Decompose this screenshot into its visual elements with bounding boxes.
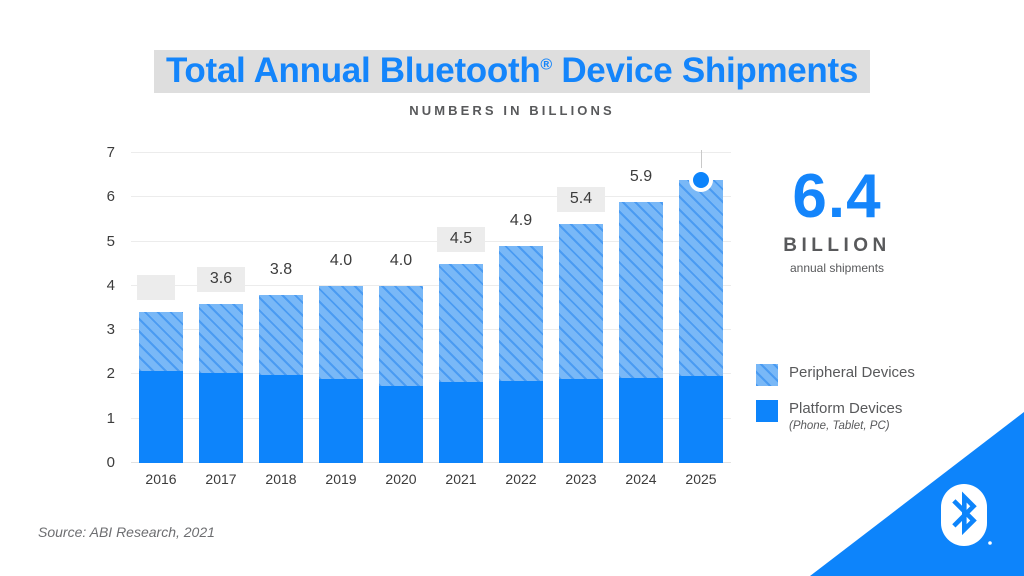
- bar-segment-peripheral[interactable]: [559, 223, 603, 380]
- x-axis-label-2019: 2019: [325, 471, 357, 487]
- value-label-2023: 5.4: [557, 186, 605, 212]
- callout-subtitle: annual shipments: [789, 260, 885, 275]
- value-label-2022: 4.9: [509, 212, 533, 229]
- x-axis-label-2025: 2025: [685, 471, 717, 487]
- bar-segment-peripheral[interactable]: [499, 246, 543, 382]
- bar-2016[interactable]: [139, 312, 183, 463]
- y-axis-tick-label: 3: [106, 321, 115, 339]
- bar-2024[interactable]: [619, 201, 663, 463]
- title-highlight-band: Total Annual Bluetooth® Device Shipments: [153, 50, 871, 93]
- bar-segment-platform[interactable]: [619, 377, 663, 463]
- value-label-2018: 3.8: [269, 260, 293, 278]
- y-axis-tick-label: 2: [106, 365, 115, 383]
- bar-segment-platform[interactable]: [379, 386, 423, 463]
- source-note: Source: ABI Research, 2021: [38, 524, 215, 540]
- bar-2017[interactable]: [199, 303, 243, 463]
- callout-unit: BILLION: [783, 234, 891, 256]
- callout-block: 6.4 BILLION annual shipments: [752, 162, 922, 275]
- gridline-1: [131, 417, 731, 419]
- value-label-2021: 4.5: [437, 226, 485, 252]
- bar-segment-peripheral[interactable]: [439, 263, 483, 382]
- x-axis-label-2016: 2016: [145, 471, 177, 487]
- x-axis-label-2020: 2020: [385, 471, 417, 487]
- y-axis-tick-label: 1: [106, 409, 115, 427]
- value-label-2016: [137, 275, 175, 301]
- bar-2019[interactable]: [319, 285, 363, 463]
- bar-segment-peripheral[interactable]: [619, 201, 663, 378]
- bar-2018[interactable]: [259, 294, 303, 463]
- registered-mark: ®: [540, 56, 552, 74]
- title-tail: Device Shipments: [551, 51, 859, 90]
- gridline-7: [131, 152, 731, 153]
- legend-label-peripheral: Peripheral Devices: [789, 364, 915, 381]
- chart-plot-area: 0 1 2 3 4 5 6 7 2016 2017 3.6 2018 3.8 2019 4.0 2020 4.0…: [107, 145, 731, 487]
- gridline-6: [131, 196, 731, 198]
- legend-swatch-platform-icon: [756, 400, 778, 422]
- bar-segment-platform[interactable]: [319, 379, 363, 463]
- value-label-2024: 5.9: [629, 167, 653, 185]
- gridline-5: [131, 240, 731, 242]
- bar-segment-peripheral[interactable]: [679, 179, 723, 376]
- bar-2022[interactable]: [499, 246, 543, 463]
- bar-segment-platform[interactable]: [139, 370, 183, 463]
- value-label-2017: 3.6: [197, 266, 245, 292]
- legend-sublabel-platform: (Phone, Tablet, PC): [789, 419, 890, 432]
- title-main: Total Annual Bluetooth: [165, 51, 541, 90]
- callout-number: 6.4: [792, 162, 882, 231]
- bar-segment-platform[interactable]: [439, 381, 483, 463]
- chart-legend: Peripheral Devices Platform Devices (Pho…: [756, 364, 976, 448]
- gridline-3: [131, 329, 731, 331]
- bar-segment-peripheral[interactable]: [379, 285, 423, 387]
- legend-swatch-peripheral-icon: [756, 364, 778, 386]
- gridline-0: [131, 462, 731, 463]
- bar-segment-peripheral[interactable]: [139, 312, 183, 371]
- y-axis-tick-label: 6: [106, 188, 115, 206]
- page-title: Total Annual Bluetooth® Device Shipments: [0, 50, 1024, 93]
- gridline-4: [131, 284, 731, 286]
- y-axis-tick-label: 4: [106, 276, 115, 294]
- x-axis-label-2023: 2023: [565, 471, 597, 487]
- value-label-2019: 4.0: [329, 251, 353, 269]
- y-axis-tick-label: 7: [106, 144, 115, 161]
- title-text: Total Annual Bluetooth® Device Shipments: [166, 51, 858, 90]
- bar-segment-peripheral[interactable]: [259, 294, 303, 376]
- y-axis-tick-label: 5: [106, 232, 115, 250]
- legend-item-platform[interactable]: Platform Devices (Phone, Tablet, PC): [756, 400, 976, 434]
- x-axis-label-2021: 2021: [445, 471, 477, 487]
- bar-segment-platform[interactable]: [559, 379, 603, 463]
- x-axis-label-2018: 2018: [265, 471, 297, 487]
- bar-segment-platform[interactable]: [259, 375, 303, 463]
- value-label-2020: 4.0: [389, 251, 413, 269]
- legend-item-peripheral[interactable]: Peripheral Devices: [756, 364, 976, 386]
- page-subtitle: NUMBERS IN BILLIONS: [409, 103, 615, 118]
- x-axis-label-2017: 2017: [205, 471, 237, 487]
- bar-2021[interactable]: [439, 263, 483, 463]
- bar-2025[interactable]: [679, 179, 723, 463]
- bar-segment-platform[interactable]: [499, 381, 543, 463]
- x-axis-label-2024: 2024: [625, 471, 657, 487]
- marker-dot-2025[interactable]: [689, 167, 713, 192]
- bar-segment-platform[interactable]: [199, 373, 243, 463]
- bar-2020[interactable]: [379, 285, 423, 463]
- bar-segment-platform[interactable]: [679, 375, 723, 463]
- x-axis-label-2022: 2022: [505, 471, 537, 487]
- marker-leader-line: [701, 149, 702, 172]
- y-axis-tick-label: 0: [106, 454, 115, 471]
- gridline-2: [131, 373, 731, 375]
- bar-segment-peripheral[interactable]: [199, 303, 243, 374]
- bar-2023[interactable]: [559, 223, 603, 463]
- legend-label-platform: Platform Devices: [789, 400, 903, 417]
- bar-segment-peripheral[interactable]: [319, 285, 363, 380]
